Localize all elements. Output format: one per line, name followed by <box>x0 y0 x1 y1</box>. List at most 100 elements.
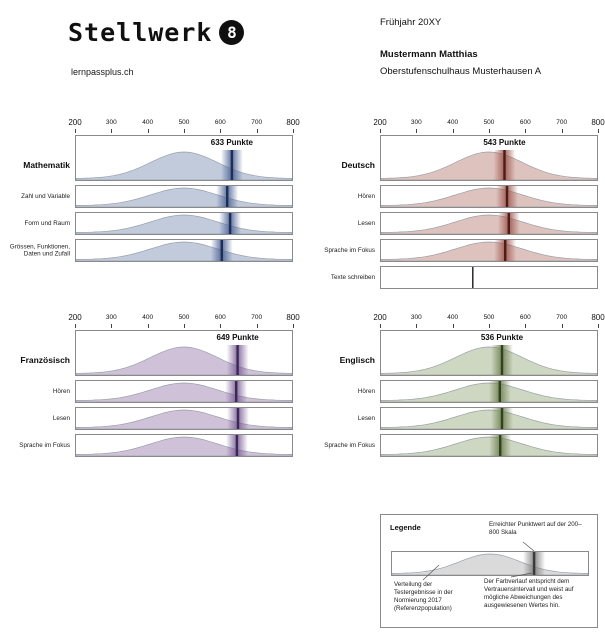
subskill-label: Form und Raum <box>24 219 71 227</box>
subject-label: Mathematik <box>23 160 70 170</box>
subskill-label: Lesen <box>357 219 375 227</box>
legend-annotation-band: Der Farbverlauf entspricht dem Vertrauen… <box>484 578 574 610</box>
axis-tick-label: 400 <box>447 119 459 126</box>
distribution-curve <box>76 240 292 261</box>
axis-tick-label: 500 <box>178 314 190 321</box>
subject-label: Englisch <box>339 355 375 365</box>
axis-tick-label: 200 <box>68 118 82 127</box>
axis-tick-label: 400 <box>142 314 154 321</box>
axis-tick-mark <box>220 324 222 328</box>
axis-tick-mark <box>489 324 490 328</box>
axis-tick-mark <box>293 324 294 328</box>
axis-tick-mark <box>256 129 258 133</box>
distribution-curve <box>76 381 292 402</box>
axis-tick-mark <box>561 324 563 328</box>
chart-panel-französisch: 200 300 400 500 600 700 800 Französisch 649 Punk… <box>3 313 300 457</box>
axis-tick-label: 400 <box>142 119 154 126</box>
legend-annotation-distribution: Verteilung der Testergebnisse in der Nor… <box>394 581 453 613</box>
score-value-label: 536 Punkte <box>480 333 524 342</box>
overall-distribution <box>76 345 292 375</box>
axis-scale: 200 300 400 500 600 700 800 <box>68 313 300 330</box>
axis-tick-label: 300 <box>105 119 117 126</box>
chart-panel-mathematik: 200 300 400 500 600 700 800 Mathematik 633 Punkt… <box>3 118 300 262</box>
site-url: lernpassplus.ch <box>71 67 134 77</box>
distribution-curve <box>76 186 292 207</box>
overall-distribution <box>76 150 292 180</box>
subskill-chart-row: Lesen <box>53 407 293 430</box>
axis-tick-label: 700 <box>556 314 568 321</box>
axis-tick-mark <box>75 129 76 133</box>
axis-tick-mark <box>147 324 149 328</box>
axis-tick-mark <box>147 129 149 133</box>
axis-tick-label: 600 <box>519 314 531 321</box>
distribution-curve <box>76 345 292 375</box>
axis-tick-label: 800 <box>286 313 300 322</box>
subject-overall-chart: Deutsch 543 Punkte <box>341 135 598 181</box>
axis-tick-mark <box>525 129 527 133</box>
distribution-curve <box>472 267 474 288</box>
subject-label: Französisch <box>20 355 70 365</box>
subskill-chart-row: Hören <box>53 380 293 403</box>
axis-tick-label: 800 <box>286 118 300 127</box>
axis-tick-label: 800 <box>591 313 605 322</box>
score-value-label: 649 Punkte <box>216 333 259 342</box>
subskill-label: Sprache im Fokus <box>324 246 375 254</box>
axis-tick-label: 700 <box>251 314 263 321</box>
axis-tick-label: 400 <box>447 314 459 321</box>
axis-tick-mark <box>598 129 599 133</box>
subject-overall-chart: Englisch 536 Punkte <box>340 330 598 376</box>
subskill-label: Hören <box>357 192 375 200</box>
axis-tick-label: 800 <box>591 118 605 127</box>
subskill-chart-row: Hören <box>358 185 598 208</box>
axis-tick-label: 500 <box>178 119 190 126</box>
axis-tick-label: 300 <box>105 314 117 321</box>
distribution-curve <box>76 435 292 456</box>
legend-annotation-score: Erreichter Punktwert auf der 200–800 Ska… <box>489 521 582 537</box>
axis-tick-label: 600 <box>214 314 226 321</box>
axis-tick-mark <box>111 129 113 133</box>
axis-tick-mark <box>293 129 294 133</box>
axis-tick-mark <box>489 129 490 133</box>
axis-tick-mark <box>220 129 222 133</box>
subskill-chart-row: Zahl und Variable <box>21 185 293 208</box>
axis-scale: 200 300 400 500 600 700 800 <box>68 118 300 135</box>
subskill-label: Hören <box>52 387 70 395</box>
distribution-curve <box>76 408 292 429</box>
subject-overall-chart: Mathematik 633 Punkte <box>23 135 293 181</box>
distribution-curve <box>381 213 597 234</box>
subskill-chart-row: Lesen <box>358 407 598 430</box>
legend-box: Legende Erreichter Punktwert auf der 200… <box>380 514 598 628</box>
axis-tick-mark <box>452 129 454 133</box>
axis-tick-label: 200 <box>373 313 387 322</box>
legend-connector-lines <box>422 541 535 581</box>
subskill-chart-row: Form und Raum <box>25 212 293 235</box>
overall-distribution <box>381 150 597 180</box>
axis-tick-label: 600 <box>519 119 531 126</box>
score-value-label: 633 Punkte <box>210 138 253 147</box>
axis-tick-mark <box>416 129 418 133</box>
subskill-label: Hören <box>357 387 375 395</box>
axis-tick-mark <box>111 324 113 328</box>
axis-tick-mark <box>416 324 418 328</box>
logo-8-badge-icon: 8 <box>219 20 245 45</box>
axis-tick-mark <box>380 324 381 328</box>
subskill-chart-row: Texte schreiben <box>331 266 598 289</box>
axis-tick-mark <box>561 129 563 133</box>
axis-tick-label: 700 <box>556 119 568 126</box>
subskill-chart-row: Sprache im Fokus <box>324 434 598 457</box>
subskill-label: Lesen <box>357 414 375 422</box>
chart-panel-englisch: 200 300 400 500 600 700 800 Englisch 536 Punkte H… <box>308 313 605 457</box>
subskill-chart-row: Hören <box>358 380 598 403</box>
axis-tick-label: 300 <box>410 119 422 126</box>
stellwerk-logo: Stellwerk 8 <box>68 18 245 47</box>
subject-overall-chart: Französisch 649 Punkte <box>20 330 293 376</box>
axis-scale: 200 300 400 500 600 700 800 <box>373 313 605 330</box>
axis-tick-label: 700 <box>251 119 263 126</box>
axis-tick-label: 500 <box>483 119 495 126</box>
distribution-curve <box>381 240 597 261</box>
logo-wordmark: Stellwerk <box>68 18 213 47</box>
subskill-chart-row: Lesen <box>358 212 598 235</box>
axis-tick-mark <box>452 324 454 328</box>
axis-tick-mark <box>380 129 381 133</box>
